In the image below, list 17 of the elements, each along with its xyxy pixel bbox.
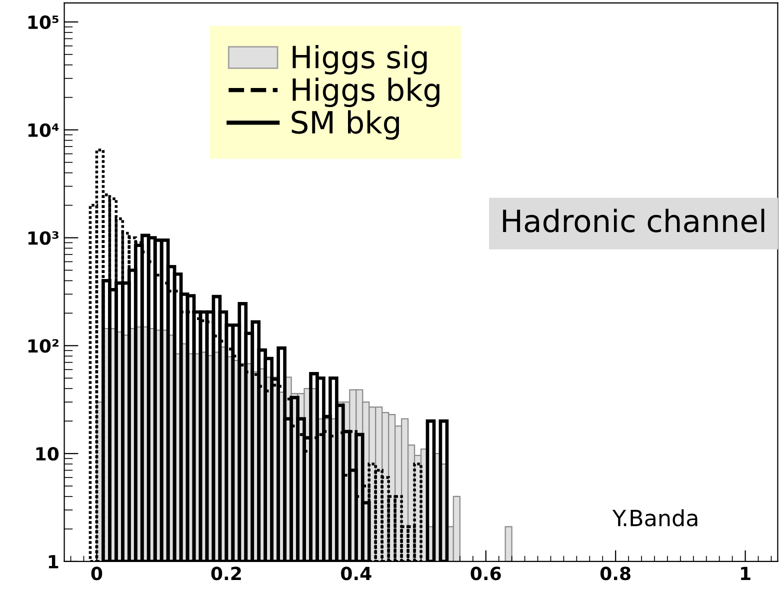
y-tick-label: 10⁴: [28, 123, 59, 137]
x-tick-label: 0.2: [211, 566, 241, 580]
y-tick-label: 10: [36, 447, 59, 461]
y-tick-label: 10⁵: [28, 15, 58, 30]
legend-label: SM bkg: [292, 110, 399, 140]
x-tick-label: 0.4: [341, 566, 372, 580]
legend-label: Higgs bkg: [292, 78, 440, 108]
x-tick-label: 0: [91, 566, 102, 580]
legend-label: Higgs sig: [292, 44, 427, 75]
y-tick-label: 10³: [28, 231, 58, 245]
annotation: Hadronic channel: [503, 208, 764, 232]
y-tick-label: 1: [48, 555, 58, 568]
x-tick-label: 1: [741, 566, 750, 580]
x-tick-label: 0.6: [470, 566, 501, 580]
x-tick-label: 0.8: [600, 566, 630, 580]
annotation: Y.Banda: [612, 509, 698, 526]
y-tick-label: 10²: [28, 339, 58, 353]
